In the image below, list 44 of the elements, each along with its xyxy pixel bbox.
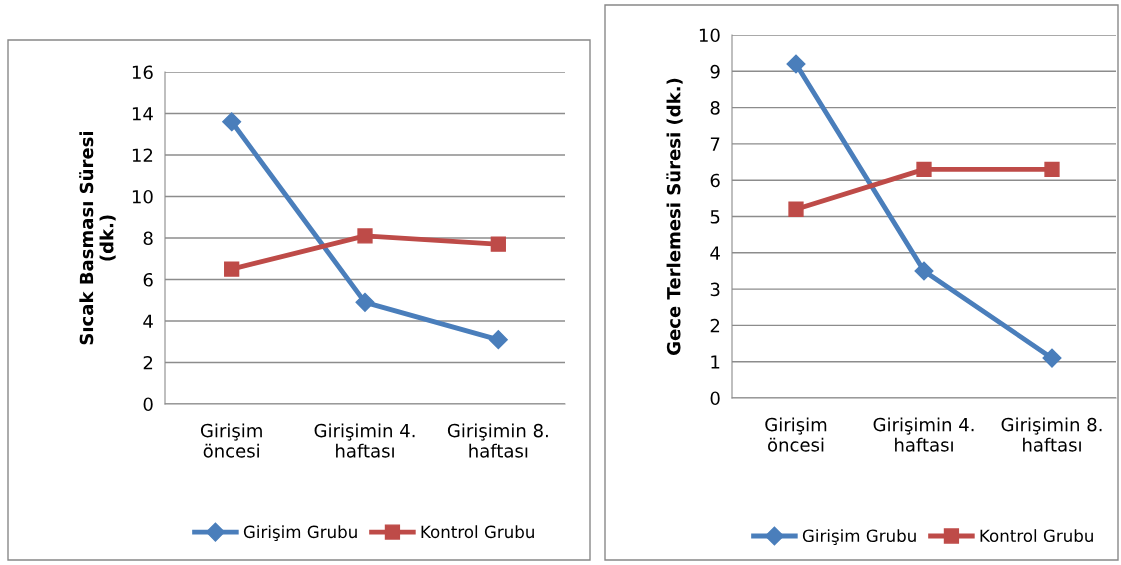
point [786, 54, 806, 74]
y-axis-title: Gece Terlemesi Süresi (dk.) [666, 78, 683, 355]
y-tick-label: 6 [143, 272, 153, 287]
y-tick-label: 4 [143, 314, 153, 328]
point [224, 261, 240, 277]
x-tick-label: Girişim öncesi [200, 423, 262, 458]
x-tick-label: Girişimin 4. haftası [873, 417, 974, 452]
point [788, 201, 804, 217]
y-tick-label: 12 [132, 148, 153, 162]
legend-label: Girişim Grubu [802, 529, 916, 546]
y-tick-label: 2 [143, 355, 153, 370]
legend-label: Kontrol Grubu [980, 529, 1093, 543]
legend-label: Girişim Grubu [243, 525, 357, 542]
y-tick-label: 8 [710, 101, 720, 115]
point [488, 330, 508, 350]
y-tick-label: 5 [710, 210, 720, 224]
point [1042, 348, 1062, 368]
y-tick-label: 10 [132, 189, 153, 204]
y-tick-label: 16 [132, 65, 153, 80]
y-tick-label: 2 [710, 318, 720, 333]
y-tick-label: 0 [710, 391, 720, 406]
y-tick-label: 0 [143, 397, 153, 412]
x-tick-label: Girişimin 4. haftası [314, 423, 415, 458]
point [914, 261, 934, 281]
y-tick-label: 4 [710, 246, 720, 260]
point [355, 292, 375, 312]
point [357, 228, 373, 244]
y-tick-label: 7 [710, 137, 720, 151]
y-tick-label: 8 [143, 231, 153, 246]
x-tick-label: Girişimin 8. haftası [447, 423, 548, 458]
point [490, 236, 506, 252]
x-tick-label: Girişim öncesi [765, 417, 827, 452]
y-tick-label: 6 [710, 173, 720, 188]
y-tick-label: 14 [132, 107, 153, 121]
y-tick-label: 1 [711, 355, 720, 369]
y-tick-label: 3 [710, 282, 720, 297]
y-tick-label: 10 [699, 28, 720, 43]
x-tick-label: Girişimin 8. haftası [1001, 417, 1102, 452]
point [1044, 161, 1060, 177]
y-tick-label: 9 [710, 64, 720, 79]
legend-label: Kontrol Grubu [421, 525, 534, 539]
point [222, 112, 242, 132]
point [916, 161, 932, 177]
y-axis-title: Sıcak Basması Süresi (dk.) [79, 131, 116, 345]
